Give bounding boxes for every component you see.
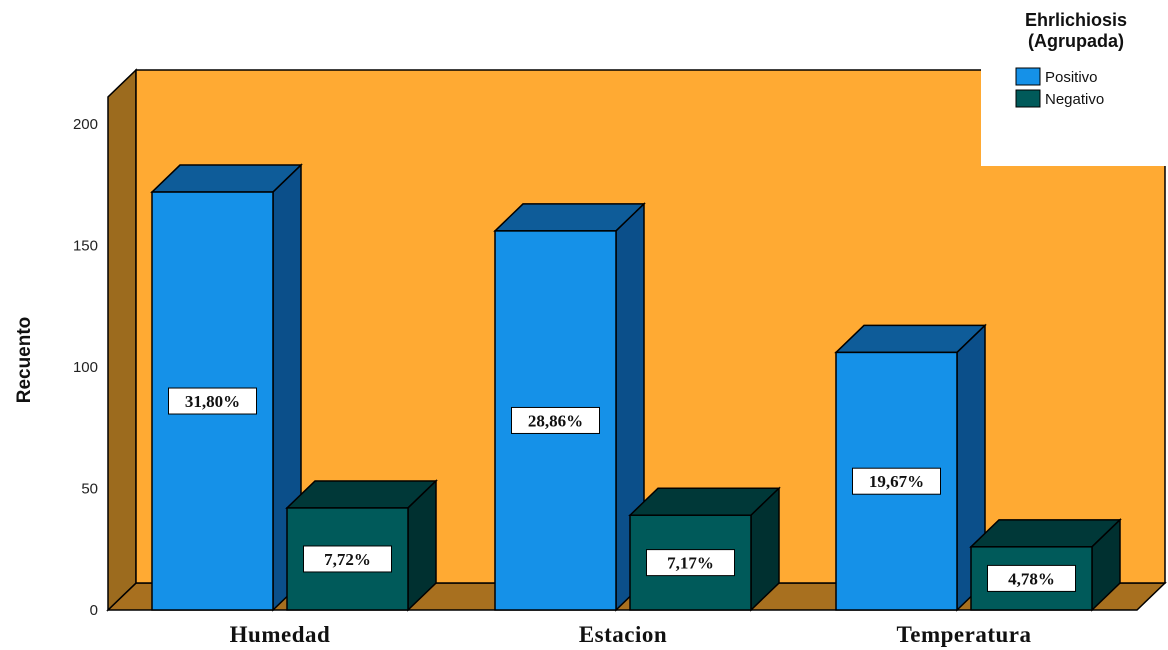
y-tick-label: 50 <box>81 481 98 498</box>
y-tick-label: 0 <box>90 602 98 619</box>
data-label-box <box>168 387 257 415</box>
x-axis-category-labels: Humedad Estacion Temperatura <box>230 622 1032 647</box>
legend-swatch-negativo <box>1015 89 1041 108</box>
y-tick-label: 200 <box>73 116 98 133</box>
legend-swatch-positivo <box>1015 67 1041 86</box>
legend-label-negativo: Negativo <box>1045 91 1104 108</box>
chart-side-wall <box>107 68 137 612</box>
bar-negativo-humedad: 7,72% <box>285 479 438 612</box>
legend: Ehrlichiosis(Agrupada) Positivo Negativo <box>981 0 1168 166</box>
data-label-box <box>511 406 600 434</box>
legend-title: (Agrupada) <box>1028 31 1124 51</box>
data-label-box <box>303 545 392 573</box>
data-label: 4,78% <box>1008 569 1055 588</box>
data-label: 7,72% <box>324 550 371 569</box>
data-label: 19,67% <box>869 472 924 491</box>
bars: 31,80% 7,72% 28,86% 7,17% 19,67% 4,78% <box>150 163 1122 612</box>
data-label: 28,86% <box>528 411 583 430</box>
x-tick-label: Temperatura <box>897 622 1032 647</box>
bar-negativo-estacion: 7,17% <box>628 486 781 612</box>
y-axis-label: Recuento <box>14 317 35 404</box>
y-axis-ticks: 0 50 100 150 200 <box>73 116 98 619</box>
x-tick-label: Humedad <box>230 622 331 647</box>
bar-positivo-estacion: 28,86% <box>493 202 646 612</box>
data-label: 7,17% <box>667 554 714 573</box>
y-tick-label: 150 <box>73 238 98 255</box>
data-label-box <box>646 549 735 577</box>
data-label: 31,80% <box>185 392 240 411</box>
legend-title: Ehrlichiosis <box>1025 10 1127 30</box>
bar-positivo-temperatura: 19,67% <box>834 323 987 612</box>
data-label-box <box>987 564 1076 592</box>
bar-positivo-humedad: 31,80% <box>150 163 303 612</box>
bar-negativo-temperatura: 4,78% <box>969 518 1122 612</box>
y-tick-label: 100 <box>73 359 98 376</box>
legend-box <box>981 0 1168 166</box>
x-tick-label: Estacion <box>579 622 667 647</box>
data-label-box <box>852 467 941 495</box>
legend-label-positivo: Positivo <box>1045 69 1098 86</box>
